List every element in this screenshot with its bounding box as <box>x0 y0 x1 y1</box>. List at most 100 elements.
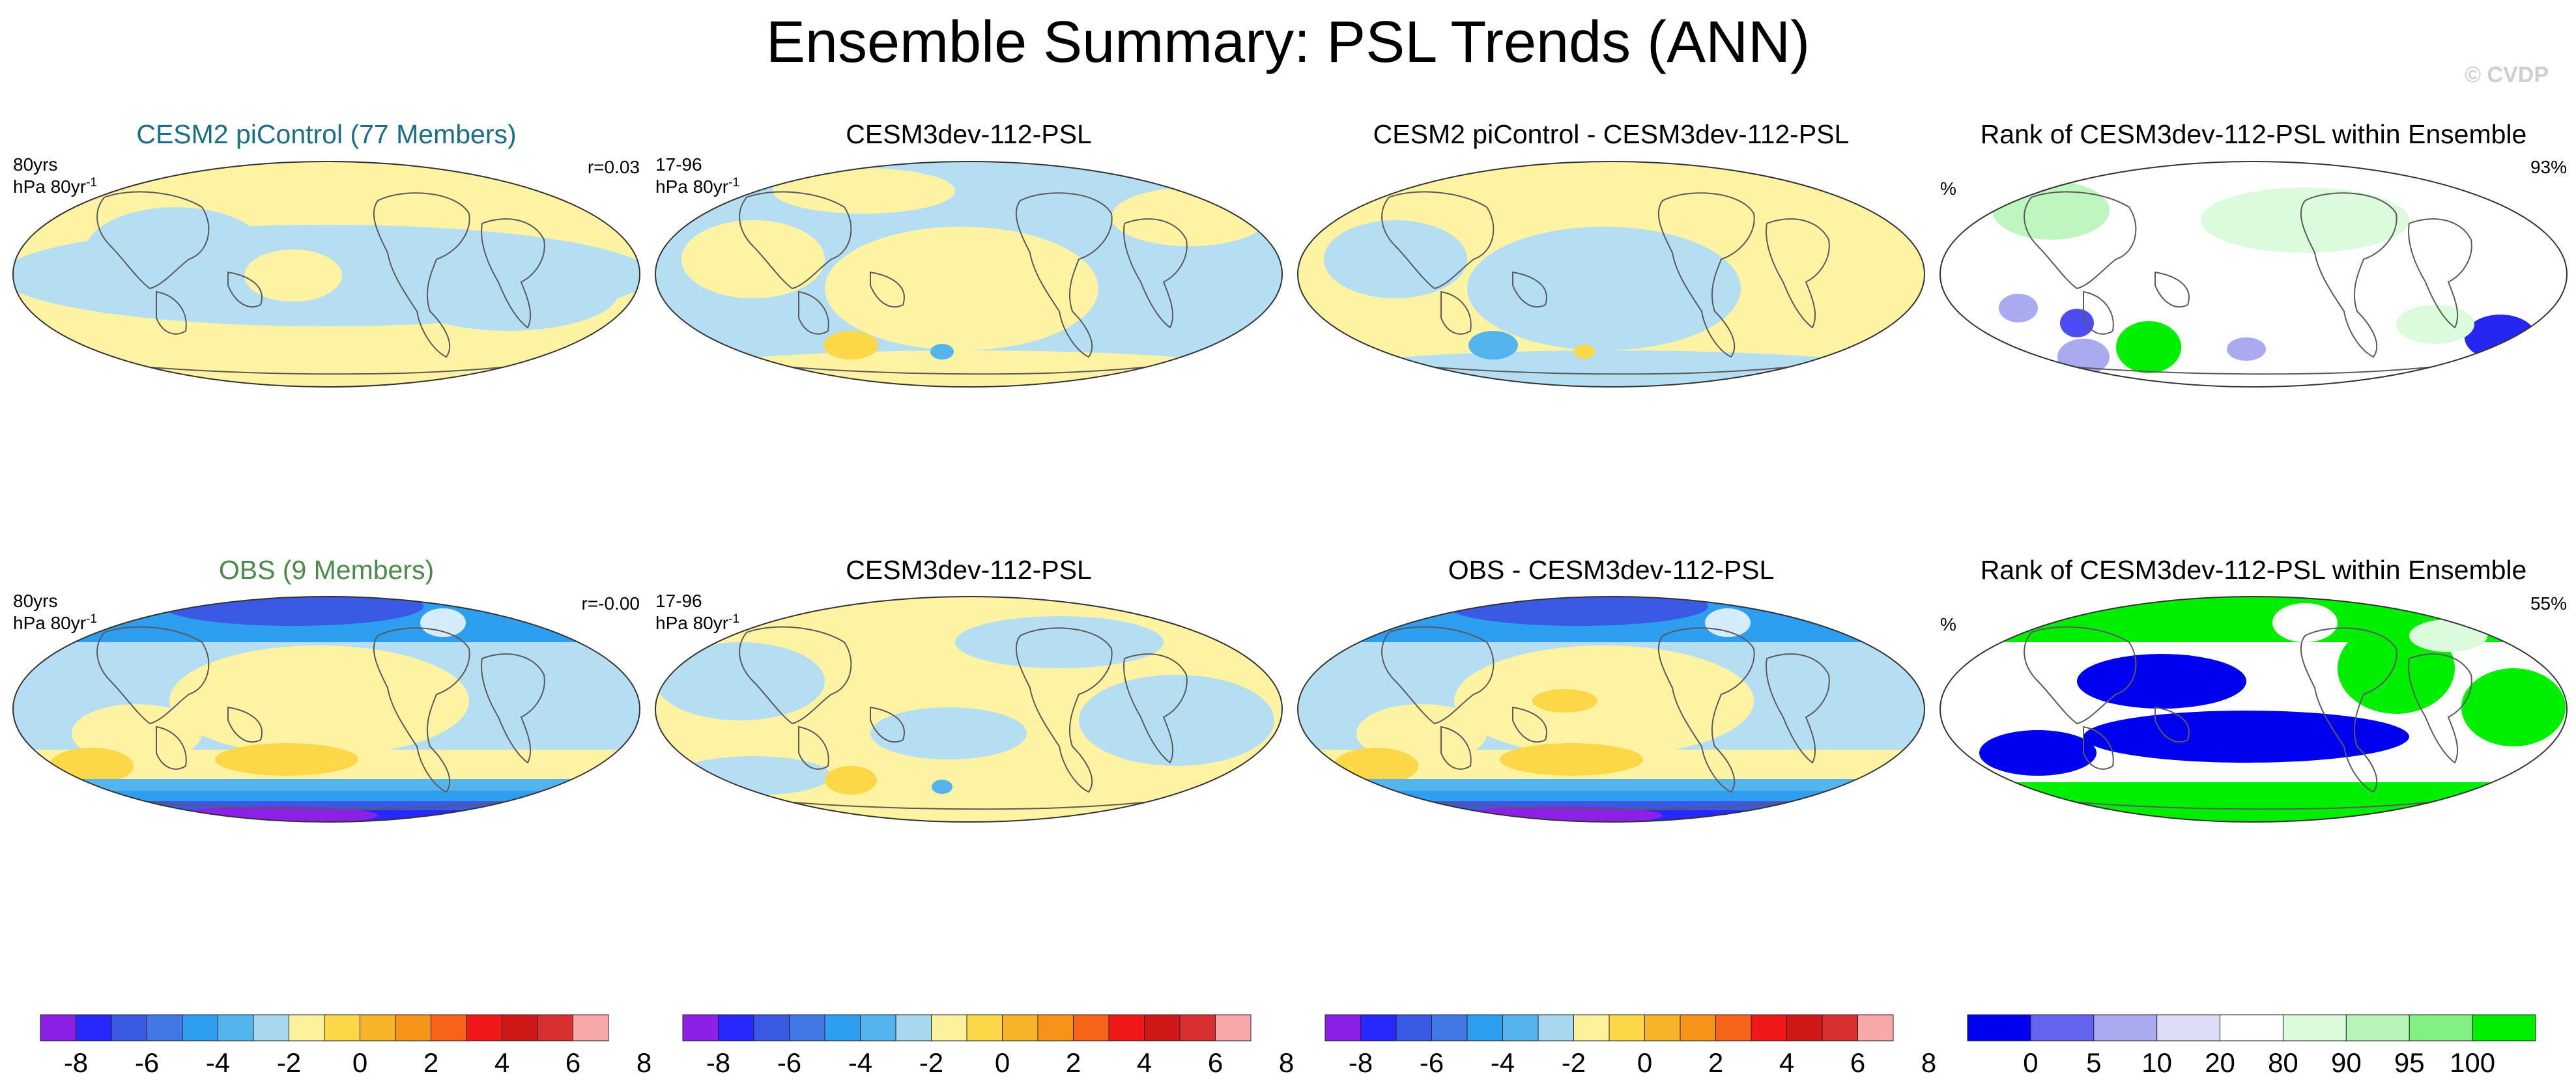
trend-colorbar: -8 -6 -4 -2 0 2 4 6 8 <box>1324 1014 1936 1078</box>
field-blue-spot <box>930 344 954 360</box>
colorbar-swatch <box>931 1014 967 1041</box>
field-yellow-region <box>1111 188 1268 246</box>
field-blue-region <box>1298 350 1923 387</box>
rank-colorbar: 0 5 10 20 80 90 95 100 <box>1967 1014 2536 1078</box>
colorbar-swatch <box>1431 1014 1468 1041</box>
colorbar-swatch <box>1502 1014 1539 1041</box>
coastline <box>2154 706 2190 743</box>
colorbar-swatch <box>1037 1014 1074 1041</box>
panel-left-label: 80yrs <box>13 591 58 611</box>
panel-title: OBS (9 Members) <box>218 555 435 585</box>
field-green-region <box>1992 181 2110 240</box>
colorbar-swatch <box>1680 1014 1716 1041</box>
colorbar-swatch <box>395 1014 431 1041</box>
colorbar-swatch <box>218 1014 254 1041</box>
colorbar-tick-label: 4 <box>1779 1047 1794 1078</box>
colorbar-tick-label: 80 <box>2268 1047 2298 1078</box>
colorbar-swatch <box>360 1014 396 1041</box>
colorbar-swatch <box>1715 1014 1752 1041</box>
colorbar-tick-label: -2 <box>1562 1047 1586 1078</box>
coastline <box>798 290 829 335</box>
coastline <box>2408 653 2472 764</box>
coastline <box>2408 218 2472 329</box>
colorbar-swatch <box>1786 1014 1823 1041</box>
field-white-spot <box>2272 603 2338 642</box>
colorbar-swatch <box>1395 1014 1432 1041</box>
unit-text: hPa 80yr <box>655 613 729 633</box>
colorbar-swatch <box>466 1014 502 1041</box>
colorbar-swatch <box>40 1014 76 1041</box>
unit-text: hPa 80yr <box>655 177 729 197</box>
map-border <box>655 161 1283 388</box>
coastline <box>1766 653 1830 764</box>
unit-exponent: -1 <box>728 176 739 190</box>
coastline <box>156 726 187 770</box>
coastline <box>481 218 545 329</box>
field-blue-region <box>397 253 619 331</box>
coastline <box>1440 290 1472 335</box>
panel-unit-label: hPa 80yr-1 <box>13 612 97 634</box>
coastline <box>96 191 210 290</box>
colorbar-swatch <box>824 1014 861 1041</box>
panel-title: Rank of CESM3dev-112-PSL within Ensemble <box>1980 555 2527 585</box>
coastline <box>2083 290 2114 335</box>
panel-title: Rank of CESM3dev-112-PSL within Ensemble <box>1980 119 2527 149</box>
field-blue-region <box>2083 711 2409 763</box>
field-blue-spot <box>1468 331 1518 360</box>
panel-left-label: 17-96 <box>655 154 702 175</box>
colorbar-tick-label: 0 <box>1637 1047 1652 1078</box>
colorbar-swatch <box>2156 1014 2221 1041</box>
colorbar-swatch <box>1073 1014 1109 1041</box>
field-green-spot <box>2116 321 2181 373</box>
field-orange-spot <box>1532 689 1597 713</box>
field-blue-region <box>675 756 831 795</box>
field-blue-region <box>2227 337 2266 361</box>
field-yellow-region <box>655 350 1281 387</box>
colorbar-tick-label: 5 <box>2086 1047 2101 1078</box>
colorbar-tick-label: 8 <box>1921 1047 1936 1078</box>
colorbar-swatch <box>1822 1014 1858 1041</box>
field-blue-region <box>870 707 1027 759</box>
field-blue-region <box>655 642 825 720</box>
field-yellow-region <box>244 249 342 302</box>
figure-title: Ensemble Summary: PSL Trends (ANN) <box>766 10 1810 75</box>
colorbar-tick-label: 4 <box>494 1047 509 1078</box>
coastline <box>2024 626 2137 725</box>
colorbar-tick-label: 2 <box>423 1047 438 1078</box>
trend-colorbar: -8 -6 -4 -2 0 2 4 6 8 <box>40 1014 651 1078</box>
coastline <box>1015 627 1113 793</box>
panel-stat-label: r=0.03 <box>587 157 640 177</box>
colorbar-swatch <box>895 1014 932 1041</box>
coastline <box>227 706 263 743</box>
panel-unit-label: hPa 80yr-1 <box>13 176 97 198</box>
colorbar-tick-label: 95 <box>2394 1047 2425 1078</box>
colorbar-swatch <box>1644 1014 1681 1041</box>
map-panel <box>12 161 640 388</box>
colorbar-swatch <box>2409 1014 2473 1041</box>
colorbar-tick-label: -2 <box>919 1047 943 1078</box>
colorbar-swatch <box>76 1014 112 1041</box>
colorbar-swatch <box>2282 1014 2347 1041</box>
map-border <box>1297 596 1925 823</box>
map-border <box>655 596 1283 823</box>
field-blue-region <box>1999 294 2038 322</box>
coastline <box>1766 218 1830 329</box>
colorbar-swatch <box>573 1014 609 1041</box>
colorbar-swatch <box>1324 1014 1361 1041</box>
panel-unit-label: hPa 80yr-1 <box>655 612 739 634</box>
field-blue-region <box>1467 227 1741 350</box>
field-green-region <box>2409 619 2487 652</box>
field-band <box>1298 779 1925 791</box>
map-panel <box>655 161 1283 388</box>
panel-title: CESM3dev-112-PSL <box>846 555 1092 585</box>
coastline <box>373 627 470 793</box>
copyright-label: © CVDP <box>2465 63 2549 87</box>
colorbar-tick-label: 6 <box>565 1047 580 1078</box>
colorbar-tick-label: -8 <box>1349 1047 1373 1078</box>
coastline <box>481 653 545 764</box>
colorbar-tick-label: -4 <box>848 1047 872 1078</box>
map-panel <box>1297 596 1925 823</box>
colorbar-swatch <box>1108 1014 1145 1041</box>
coastline <box>1512 271 1547 308</box>
